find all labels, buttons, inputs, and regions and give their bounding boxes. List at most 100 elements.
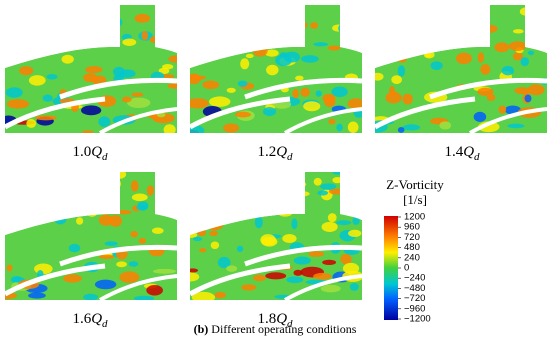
blade-gap [99, 274, 177, 300]
blade-gap [284, 107, 362, 133]
vortex-blob [109, 17, 123, 28]
vortex-blob [336, 123, 343, 132]
vortex-blob [114, 179, 121, 189]
vortex-blob [63, 274, 82, 283]
label-coef: 1.0 [72, 144, 91, 160]
vortex-blob [480, 24, 498, 34]
vortex-blob [117, 210, 132, 215]
vortex-blob [340, 253, 352, 265]
label-coef: 1.2 [257, 144, 276, 160]
contour-panel [375, 5, 547, 133]
vortex-blob [104, 241, 118, 246]
vortex-blob [241, 284, 257, 291]
vortex-blob [54, 172, 65, 180]
vortex-blob [26, 119, 37, 128]
vortex-blob [161, 64, 174, 70]
vortex-blob [46, 73, 58, 80]
label-subscript: d [102, 151, 108, 163]
label-symbol: Q [463, 144, 474, 160]
vortex-blob [130, 230, 138, 238]
vortex-blob [512, 29, 524, 34]
vortex-blob [146, 285, 163, 296]
vortex-blob [8, 223, 15, 231]
vortex-blob [130, 180, 139, 192]
vortex-blob [310, 22, 319, 29]
vortex-blob [494, 42, 510, 53]
vortex-blob [300, 87, 310, 98]
blade-gap [5, 263, 106, 297]
vortex-blob [473, 111, 487, 122]
vortex-blob [31, 211, 47, 224]
colorbar-tick-label: 480 [404, 242, 420, 253]
blade-gap [59, 77, 177, 100]
colorbar-tick-label: −240 [404, 273, 425, 284]
vortex-blob [389, 86, 396, 96]
vortex-blob [239, 185, 250, 197]
vortex-blob [245, 53, 254, 59]
vortex-blob [317, 190, 329, 196]
vortex-blob [98, 214, 113, 226]
vortex-blob [48, 5, 56, 9]
vortex-blob [86, 208, 98, 217]
label-subscript: d [102, 318, 108, 330]
colorbar-tick-label: 240 [404, 252, 420, 263]
vortex-blob [168, 55, 177, 63]
blade-gap [244, 77, 362, 100]
vortex-blob [6, 99, 30, 109]
blade-gap [375, 96, 476, 130]
vortex-blob [5, 87, 23, 98]
vortex-blob [226, 265, 238, 272]
vortex-blob [328, 118, 336, 125]
vortex-blob [5, 186, 14, 192]
vortex-blob [101, 191, 113, 198]
label-subscript: d [287, 318, 293, 330]
vortex-blob [348, 207, 362, 219]
vortex-blob [295, 191, 310, 197]
vortex-blob [353, 39, 360, 45]
caption-label: (b) [194, 322, 209, 336]
vortex-blob [336, 220, 352, 226]
vortex-blob [72, 199, 82, 210]
vortex-blob [349, 40, 362, 49]
vortex-blob [391, 75, 403, 85]
vortex-blob [313, 42, 329, 47]
vortex-blob [332, 172, 345, 175]
vortex-blob [348, 229, 362, 238]
vortex-blob [527, 7, 538, 17]
vortex-blob [98, 32, 112, 42]
colorbar-tick-label: −480 [404, 283, 425, 294]
vortex-blob [266, 64, 279, 76]
vortex-blob [169, 192, 177, 201]
vortex-blob [68, 6, 85, 19]
vortex-blob [235, 111, 251, 118]
vortex-blob [151, 227, 164, 234]
colorbar-tick-label: 0 [404, 263, 409, 274]
vortex-blob [133, 295, 155, 300]
vortex-blob [397, 126, 405, 133]
vortex-blob [138, 237, 147, 244]
contour-panel [190, 5, 362, 133]
vortex-blob [15, 190, 33, 201]
blade-gap [59, 244, 177, 267]
panel-label: 1.2Qd [257, 144, 293, 162]
vortex-blob [70, 207, 86, 214]
vortex-blob [529, 21, 546, 30]
vortex-blob [477, 87, 494, 96]
vortex-blob [282, 233, 297, 243]
vortex-blob [192, 6, 207, 15]
vortex-blob [295, 75, 304, 81]
vortex-blob [332, 176, 343, 184]
vortex-blob [375, 27, 383, 38]
vortex-blob [240, 58, 250, 70]
vortex-blob [203, 6, 220, 18]
vortex-blob [34, 115, 57, 121]
vortex-blob [30, 204, 49, 210]
vortex-blob [98, 254, 115, 259]
vortex-blob [156, 112, 166, 118]
label-coef: 1.4 [444, 144, 463, 160]
vortex-blob [283, 51, 301, 63]
vortex-blob [349, 283, 359, 291]
vortex-blob [439, 121, 452, 130]
vortex-blob [300, 55, 319, 63]
vortex-blob [10, 5, 29, 9]
